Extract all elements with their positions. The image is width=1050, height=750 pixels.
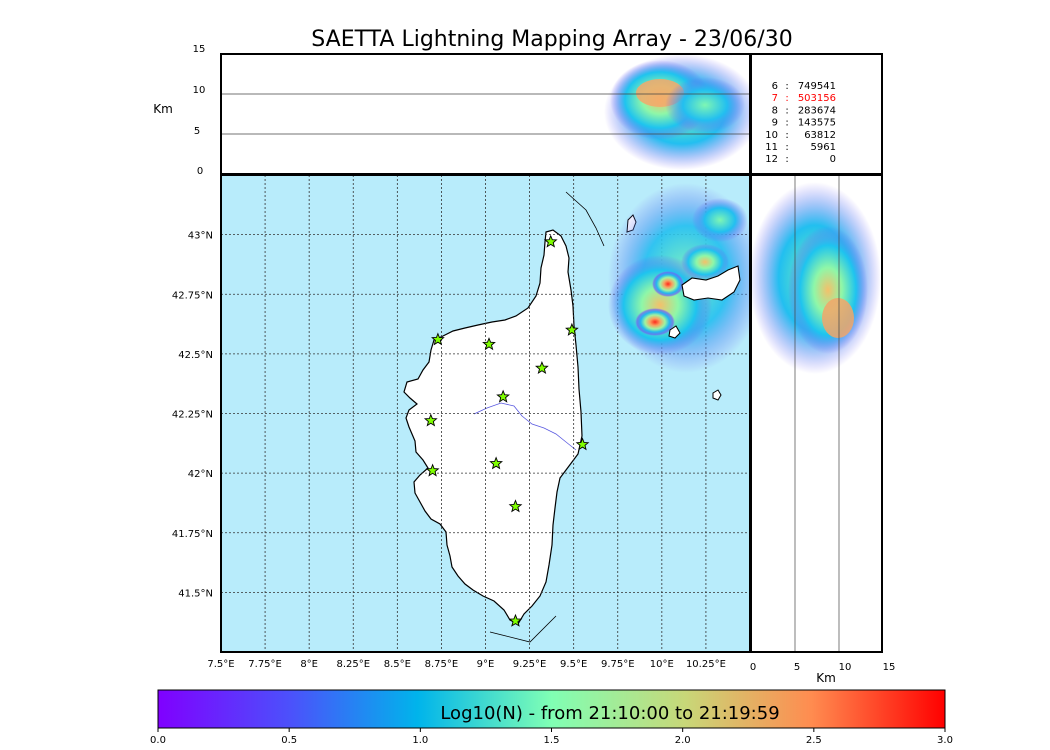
lon-tick-label: 7.5°E	[207, 659, 234, 670]
islet-east	[712, 389, 722, 401]
colorbar-tick-label: 0.0	[150, 735, 166, 746]
lat-tick-label: 42.25°N	[172, 410, 213, 421]
side-axis-label: Km	[816, 671, 836, 685]
count-separator: :	[785, 142, 788, 153]
count-value: 749541	[798, 81, 836, 92]
lat-tick-label: 41.5°N	[178, 588, 213, 599]
colorbar-tick-label: 1.0	[412, 735, 428, 746]
counts-panel: 6:7495417:5031568:2836749:14357510:63812…	[750, 53, 883, 175]
count-separator: :	[785, 93, 788, 104]
map-panel: 7.5°E 7.75°E 8°E 8.25°E 8.5°E 8.75°E 9°E 9.25°E…	[172, 174, 751, 670]
lat-tick-label: 41.75°N	[172, 529, 213, 540]
corsica-island	[403, 229, 583, 625]
lat-tick-label: 42.5°N	[178, 350, 213, 361]
station-star	[489, 456, 503, 470]
colorbar-tick-label: 0.5	[281, 735, 297, 746]
altitude-axis-label: Km	[153, 102, 173, 116]
side-lightning-density	[751, 182, 881, 374]
station-star	[431, 332, 445, 346]
count-separator: :	[785, 154, 788, 165]
altitude-tick-0: 0	[197, 166, 203, 177]
colorbar-tick-label: 3.0	[937, 735, 953, 746]
lat-tick-label: 42.75°N	[172, 290, 213, 301]
count-value: 63812	[804, 130, 836, 141]
altitude-tick-5: 5	[194, 126, 200, 137]
side-tick-0: 0	[750, 662, 756, 673]
station-star	[496, 389, 510, 403]
count-level: 7	[772, 93, 778, 104]
colorbar: Log10(N) - from 21:10:00 to 21:19:59 0.0…	[150, 689, 953, 746]
count-value: 503156	[798, 93, 836, 104]
lma-stations	[423, 234, 590, 627]
count-level: 9	[772, 118, 778, 129]
colorbar-tick-label: 2.0	[675, 735, 691, 746]
count-value: 143575	[798, 118, 836, 129]
station-star	[425, 463, 440, 477]
station-star	[508, 499, 523, 513]
count-level: 12	[765, 154, 778, 165]
islet-south	[668, 325, 681, 339]
altitude-lightning-density	[604, 54, 750, 170]
lon-tick-label: 9°E	[477, 659, 495, 670]
colorbar-tick-label: 1.5	[544, 735, 560, 746]
side-tick-10: 10	[839, 662, 852, 673]
station-star	[482, 337, 496, 351]
figure-title: SAETTA Lightning Mapping Array - 23/06/3…	[311, 27, 792, 52]
count-level: 11	[765, 142, 778, 153]
colorbar-tick-label: 2.5	[806, 735, 822, 746]
station-star	[565, 322, 579, 336]
coast-fragment-north	[565, 191, 605, 247]
lon-tick-label: 8.25°E	[336, 659, 370, 670]
count-level: 10	[765, 130, 778, 141]
lon-tick-label: 8°E	[300, 659, 318, 670]
count-value: 5961	[811, 142, 836, 153]
coast-fragment-south	[489, 615, 557, 643]
longitude-ticks: 7.5°E 7.75°E 8°E 8.25°E 8.5°E 8.75°E 9°E 9.25°E…	[207, 659, 726, 670]
lon-tick-label: 9.25°E	[513, 659, 547, 670]
station-star	[535, 360, 549, 374]
altitude-panel: Km 0 5 10 15	[153, 44, 751, 177]
altitude-tick-10: 10	[193, 85, 206, 96]
lon-tick-label: 9.5°E	[560, 659, 587, 670]
count-separator: :	[785, 81, 788, 92]
count-separator: :	[785, 118, 788, 129]
map-lightning-density	[608, 183, 750, 373]
station-star	[423, 413, 438, 427]
station-star	[543, 234, 558, 248]
lon-tick-label: 9.75°E	[601, 659, 635, 670]
count-separator: :	[785, 105, 788, 116]
colorbar-ticks: 0.0 0.5 1.0 1.5 2.0 2.5 3.0	[150, 728, 953, 746]
elba-island	[681, 265, 741, 301]
counts-table: 6:7495417:5031568:2836749:14357510:63812…	[765, 81, 836, 165]
lat-tick-label: 43°N	[188, 231, 213, 242]
side-tick-5: 5	[794, 662, 800, 673]
side-panel: 0 5 10 15 Km	[750, 174, 896, 685]
latitude-ticks: 41.5°N 41.75°N 42°N 42.25°N 42.5°N 42.75°N 43°…	[172, 231, 213, 600]
lon-tick-label: 8.5°E	[384, 659, 411, 670]
lon-tick-label: 10°E	[650, 659, 674, 670]
lat-tick-label: 42°N	[188, 469, 213, 480]
station-star	[508, 613, 523, 627]
count-value: 283674	[798, 105, 836, 116]
lon-tick-label: 7.75°E	[248, 659, 282, 670]
lon-tick-label: 8.75°E	[425, 659, 459, 670]
altitude-tick-15: 15	[193, 44, 206, 55]
count-value: 0	[830, 154, 836, 165]
count-level: 8	[772, 105, 778, 116]
side-tick-15: 15	[883, 662, 896, 673]
river-line	[473, 402, 577, 451]
count-level: 6	[772, 81, 778, 92]
station-star	[575, 437, 590, 451]
colorbar-label: Log10(N) - from 21:10:00 to 21:19:59	[440, 703, 779, 724]
lon-tick-label: 10.25°E	[686, 659, 726, 670]
count-separator: :	[785, 130, 788, 141]
